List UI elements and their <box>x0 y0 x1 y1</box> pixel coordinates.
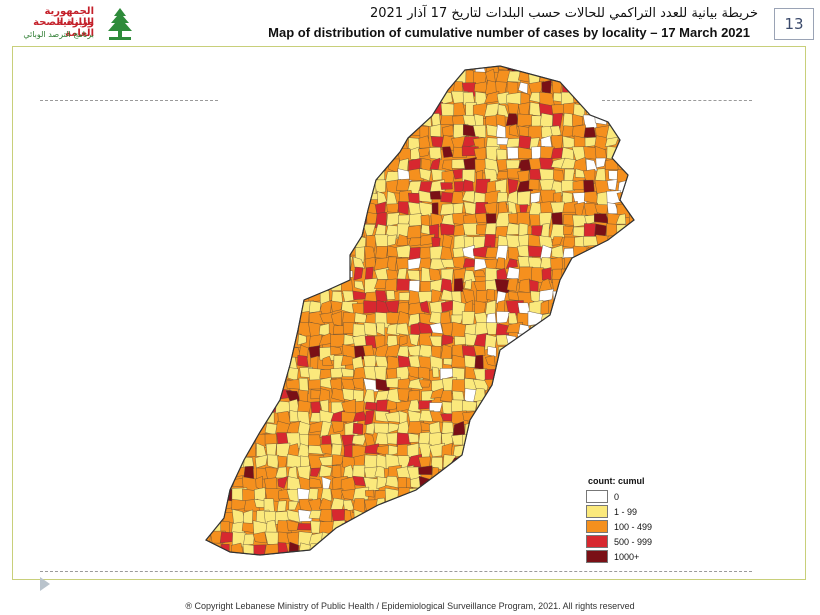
legend-item: 500 - 999 <box>586 534 676 549</box>
legend-label: 100 - 499 <box>614 521 653 532</box>
copyright-footer: ® Copyright Lebanese Ministry of Public … <box>185 601 635 611</box>
legend-swatch-4 <box>586 550 608 563</box>
legend-title: count: cumul <box>588 476 645 486</box>
legend-item: 100 - 499 <box>586 519 676 534</box>
map-legend: count: cumul 0 1 - 99 100 - 499 500 - 99… <box>586 476 676 564</box>
legend-label: 0 <box>614 491 620 502</box>
next-arrow-icon[interactable] <box>40 577 50 591</box>
legend-swatch-3 <box>586 535 608 548</box>
legend-swatch-1 <box>586 505 608 518</box>
page-title-english: Map of distribution of cumulative number… <box>268 25 750 40</box>
divider-bottom <box>40 571 752 572</box>
page-number: 13 <box>774 8 814 40</box>
legend-label: 1 - 99 <box>614 506 638 517</box>
legend-item: 0 <box>586 489 676 504</box>
legend-item: 1000+ <box>586 549 676 564</box>
logo-line-ministry: وزارة الصحة العامة <box>33 17 94 39</box>
ministry-logo: الجمهورية اللبنانية وزارة الصحة العامة ب… <box>10 6 140 42</box>
map-frame <box>12 46 806 580</box>
divider-top-right <box>602 100 752 101</box>
page-title-arabic: خريطة بيانية للعدد التراكمي للحالات حسب … <box>370 6 758 21</box>
logo-line-program: برنامج الترصد الوبائي <box>23 30 94 39</box>
cedar-emblem-icon <box>108 8 132 40</box>
legend-swatch-0 <box>586 490 608 503</box>
legend-label: 500 - 999 <box>614 536 653 547</box>
lebanon-choropleth-map <box>205 65 635 556</box>
legend-swatch-2 <box>586 520 608 533</box>
legend-item: 1 - 99 <box>586 504 676 519</box>
divider-top <box>40 100 218 101</box>
logo-line-republic: الجمهورية اللبنانية <box>44 6 94 28</box>
legend-label: 1000+ <box>614 551 640 562</box>
